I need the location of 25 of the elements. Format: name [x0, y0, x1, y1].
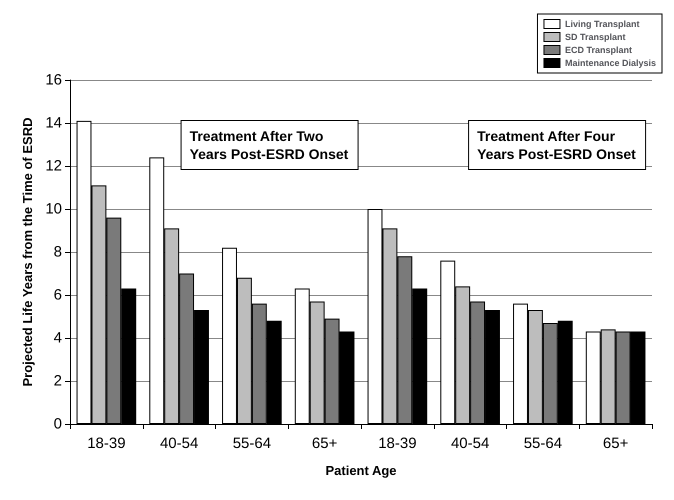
y-tick-label: 0: [54, 416, 62, 432]
legend-label: Maintenance Dialysis: [564, 58, 656, 68]
x-tick-label: 18-39: [87, 435, 126, 452]
x-tick-label: 40-54: [160, 435, 198, 452]
x-tick-label: 65+: [312, 435, 338, 452]
y-tick-label: 14: [45, 114, 62, 132]
x-tick-label: 40-54: [450, 435, 490, 452]
y-tick-label: 8: [54, 244, 62, 260]
x-tick-label: 55-64: [232, 435, 272, 452]
x-tick-label: 55-64: [524, 435, 562, 452]
legend-label: SD Transplant: [564, 32, 626, 42]
y-tick-label: 10: [45, 200, 62, 218]
legend-label: Living Transplant: [564, 19, 640, 29]
y-tick-label: 16: [45, 72, 62, 88]
y-tick-label: 2: [54, 372, 62, 390]
x-tick-label: 18-39: [378, 435, 417, 452]
annotation: Treatment After Four Years Post-ESRD Onset: [477, 128, 636, 162]
y-tick-label: 12: [45, 158, 62, 174]
x-axis-title: Patient Age: [325, 463, 397, 478]
y-tick-label: 6: [54, 286, 62, 304]
annotation: Treatment After Two Years Post-ESRD Onset: [190, 128, 349, 162]
x-tick-label: 65+: [602, 435, 629, 452]
y-axis-title: Projected Life Years from the Time of ESRD: [20, 118, 35, 386]
legend-label: ECD Transplant: [564, 45, 632, 55]
y-tick-label: 4: [54, 330, 62, 346]
